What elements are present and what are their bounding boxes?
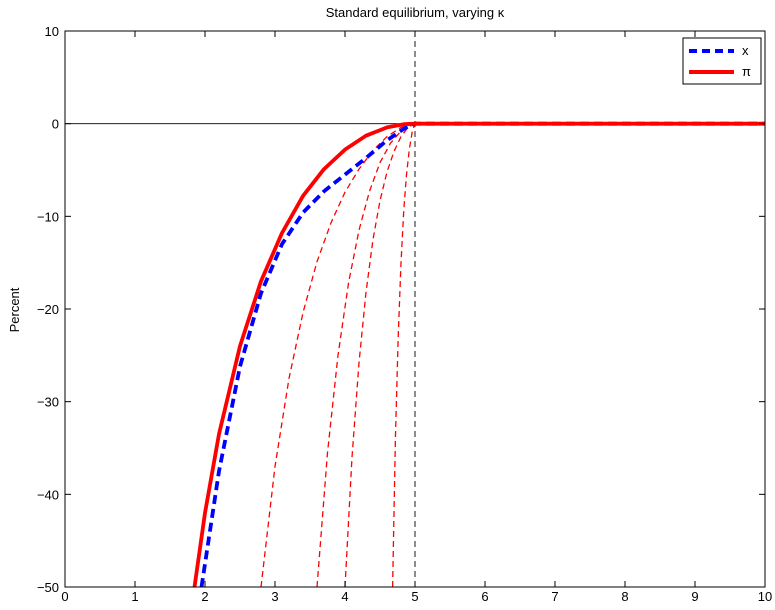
y-tick-label: −10 — [37, 209, 59, 224]
series-line-kappa-2 — [316, 123, 416, 587]
chart-title: Standard equilibrium, varying κ — [326, 5, 505, 20]
x-tick-label: 4 — [341, 589, 348, 604]
legend-label-pi: π — [742, 64, 751, 79]
y-tick-label: −30 — [37, 395, 59, 410]
x-tick-label: 10 — [758, 589, 772, 604]
series-line-kappa-3 — [344, 123, 416, 587]
x-tick-label: 2 — [201, 589, 208, 604]
x-tick-label: 1 — [131, 589, 138, 604]
x-tick-label: 8 — [621, 589, 628, 604]
y-axis-label: Percent — [7, 287, 22, 332]
series-line-x — [199, 121, 765, 587]
y-tick-label: 0 — [52, 117, 59, 132]
x-tick-label: 3 — [271, 589, 278, 604]
legend: x π — [682, 37, 762, 85]
y-tick-label: −40 — [37, 487, 59, 502]
series-line-kappa-1 — [260, 123, 416, 587]
y-tick-label: −20 — [37, 302, 59, 317]
series-line-pi — [192, 121, 765, 587]
x-tick-label: 5 — [411, 589, 418, 604]
legend-box — [682, 37, 762, 85]
x-tick-label: 9 — [691, 589, 698, 604]
y-tick-label: −50 — [37, 580, 59, 595]
y-tick-label: 10 — [45, 24, 59, 39]
x-tick-label: 0 — [61, 589, 68, 604]
legend-label-x: x — [742, 43, 749, 58]
x-tick-label: 7 — [551, 589, 558, 604]
x-tick-label: 6 — [481, 589, 488, 604]
series-line-kappa-4 — [391, 123, 416, 587]
